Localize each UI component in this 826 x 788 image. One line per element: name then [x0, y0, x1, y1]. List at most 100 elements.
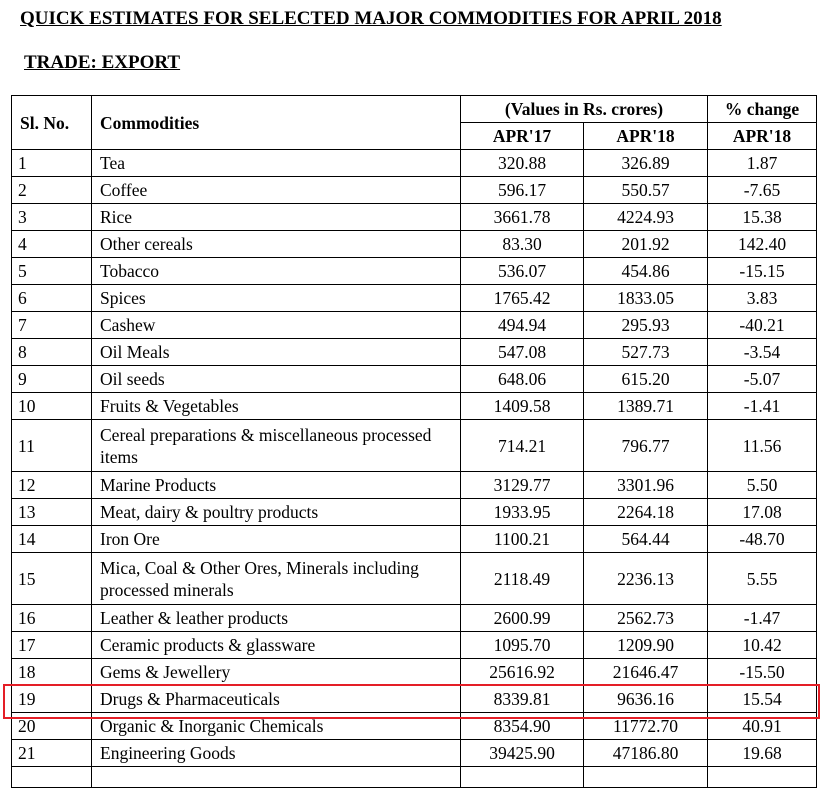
table-row-partial — [11, 766, 817, 788]
change-cell: 3.83 — [707, 284, 817, 312]
apr17-cell: 494.94 — [460, 311, 584, 339]
apr17-cell: 1933.95 — [460, 498, 584, 526]
apr18-cell: 3301.96 — [583, 471, 708, 499]
sl-cell: 16 — [11, 604, 92, 632]
apr18-cell: 326.89 — [583, 149, 708, 177]
sl-cell: 8 — [11, 338, 92, 366]
change-cell: -1.47 — [707, 604, 817, 632]
table-row: 17 Ceramic products & glassware 1095.70 120… — [11, 631, 817, 659]
commodity-cell: Oil seeds — [91, 365, 461, 393]
apr18-cell: 550.57 — [583, 176, 708, 204]
apr18-cell: 615.20 — [583, 365, 708, 393]
change-cell: -48.70 — [707, 525, 817, 553]
apr18-cell: 2236.13 — [583, 552, 708, 605]
change-cell: 19.68 — [707, 739, 817, 767]
commodity-cell: Meat, dairy & poultry products — [91, 498, 461, 526]
table-row: 9 Oil seeds 648.06 615.20 -5.07 — [11, 365, 817, 393]
commodity-cell: Iron Ore — [91, 525, 461, 553]
apr17-cell: 536.07 — [460, 257, 584, 285]
sl-cell: 11 — [11, 419, 92, 472]
apr17-cell: 648.06 — [460, 365, 584, 393]
header-change-group: % change — [707, 95, 817, 123]
apr18-cell: 2264.18 — [583, 498, 708, 526]
apr17-cell: 8354.90 — [460, 712, 584, 740]
sl-cell: 4 — [11, 230, 92, 258]
change-cell: 11.56 — [707, 419, 817, 472]
commodity-cell: Marine Products — [91, 471, 461, 499]
commodity-cell: Drugs & Pharmaceuticals — [91, 685, 461, 713]
sl-cell: 18 — [11, 658, 92, 686]
table-row: 19 Drugs & Pharmaceuticals 8339.81 9636.16 1… — [11, 685, 817, 713]
commodity-cell: Spices — [91, 284, 461, 312]
apr17-cell: 3661.78 — [460, 203, 584, 231]
commodity-cell: Leather & leather products — [91, 604, 461, 632]
commodity-cell: Engineering Goods — [91, 739, 461, 767]
table-row: 6 Spices 1765.42 1833.05 3.83 — [11, 284, 817, 312]
apr17-cell: 1095.70 — [460, 631, 584, 659]
apr17-cell: 714.21 — [460, 419, 584, 472]
commodity-cell: Fruits & Vegetables — [91, 392, 461, 420]
apr18-cell: 295.93 — [583, 311, 708, 339]
page-title: QUICK ESTIMATES FOR SELECTED MAJOR COMMO… — [20, 8, 722, 29]
sl-cell: 15 — [11, 552, 92, 605]
apr18-cell: 4224.93 — [583, 203, 708, 231]
commodity-cell: Coffee — [91, 176, 461, 204]
change-cell: 142.40 — [707, 230, 817, 258]
change-cell: 1.87 — [707, 149, 817, 177]
empty-cell — [460, 766, 584, 788]
apr18-cell: 21646.47 — [583, 658, 708, 686]
table-row: 18 Gems & Jewellery 25616.92 21646.47 -15.50 — [11, 658, 817, 686]
apr18-cell: 527.73 — [583, 338, 708, 366]
sl-cell: 14 — [11, 525, 92, 553]
apr17-cell: 1765.42 — [460, 284, 584, 312]
table-row: 12 Marine Products 3129.77 3301.96 5.50 — [11, 471, 817, 499]
sl-cell: 17 — [11, 631, 92, 659]
table-row: 1 Tea 320.88 326.89 1.87 — [11, 149, 817, 177]
change-cell: -40.21 — [707, 311, 817, 339]
table-row: 10 Fruits & Vegetables 1409.58 1389.71 -1.41 — [11, 392, 817, 420]
table-row: 15 Mica, Coal & Other Ores, Minerals incl… — [11, 552, 817, 605]
sl-cell: 1 — [11, 149, 92, 177]
apr18-cell: 1389.71 — [583, 392, 708, 420]
apr17-cell: 320.88 — [460, 149, 584, 177]
header-apr18: APR'18 — [583, 122, 708, 150]
commodity-cell: Gems & Jewellery — [91, 658, 461, 686]
apr17-cell: 547.08 — [460, 338, 584, 366]
sl-cell: 3 — [11, 203, 92, 231]
apr17-cell: 596.17 — [460, 176, 584, 204]
change-cell: -1.41 — [707, 392, 817, 420]
commodity-cell: Oil Meals — [91, 338, 461, 366]
apr17-cell: 2118.49 — [460, 552, 584, 605]
apr18-cell: 1833.05 — [583, 284, 708, 312]
apr18-cell: 454.86 — [583, 257, 708, 285]
sl-cell: 7 — [11, 311, 92, 339]
change-cell: 40.91 — [707, 712, 817, 740]
apr18-cell: 2562.73 — [583, 604, 708, 632]
commodity-cell: Tobacco — [91, 257, 461, 285]
table-row: 21 Engineering Goods 39425.90 47186.80 19.68 — [11, 739, 817, 767]
change-cell: -7.65 — [707, 176, 817, 204]
sl-cell: 6 — [11, 284, 92, 312]
empty-cell — [583, 766, 708, 788]
empty-cell — [91, 766, 461, 788]
table-row: 14 Iron Ore 1100.21 564.44 -48.70 — [11, 525, 817, 553]
commodity-cell: Tea — [91, 149, 461, 177]
apr18-cell: 47186.80 — [583, 739, 708, 767]
apr17-cell: 1100.21 — [460, 525, 584, 553]
change-cell: 15.38 — [707, 203, 817, 231]
change-cell: -15.15 — [707, 257, 817, 285]
apr17-cell: 25616.92 — [460, 658, 584, 686]
apr18-cell: 9636.16 — [583, 685, 708, 713]
change-cell: -15.50 — [707, 658, 817, 686]
table-row: 5 Tobacco 536.07 454.86 -15.15 — [11, 257, 817, 285]
apr17-cell: 8339.81 — [460, 685, 584, 713]
change-cell: 17.08 — [707, 498, 817, 526]
commodity-cell: Ceramic products & glassware — [91, 631, 461, 659]
header-values-group: (Values in Rs. crores) — [460, 95, 708, 123]
sl-cell: 13 — [11, 498, 92, 526]
apr18-cell: 796.77 — [583, 419, 708, 472]
section-title: TRADE: EXPORT — [24, 52, 181, 73]
apr17-cell: 83.30 — [460, 230, 584, 258]
commodity-cell: Cereal preparations & miscellaneous proc… — [91, 419, 461, 472]
table-row: 7 Cashew 494.94 295.93 -40.21 — [11, 311, 817, 339]
